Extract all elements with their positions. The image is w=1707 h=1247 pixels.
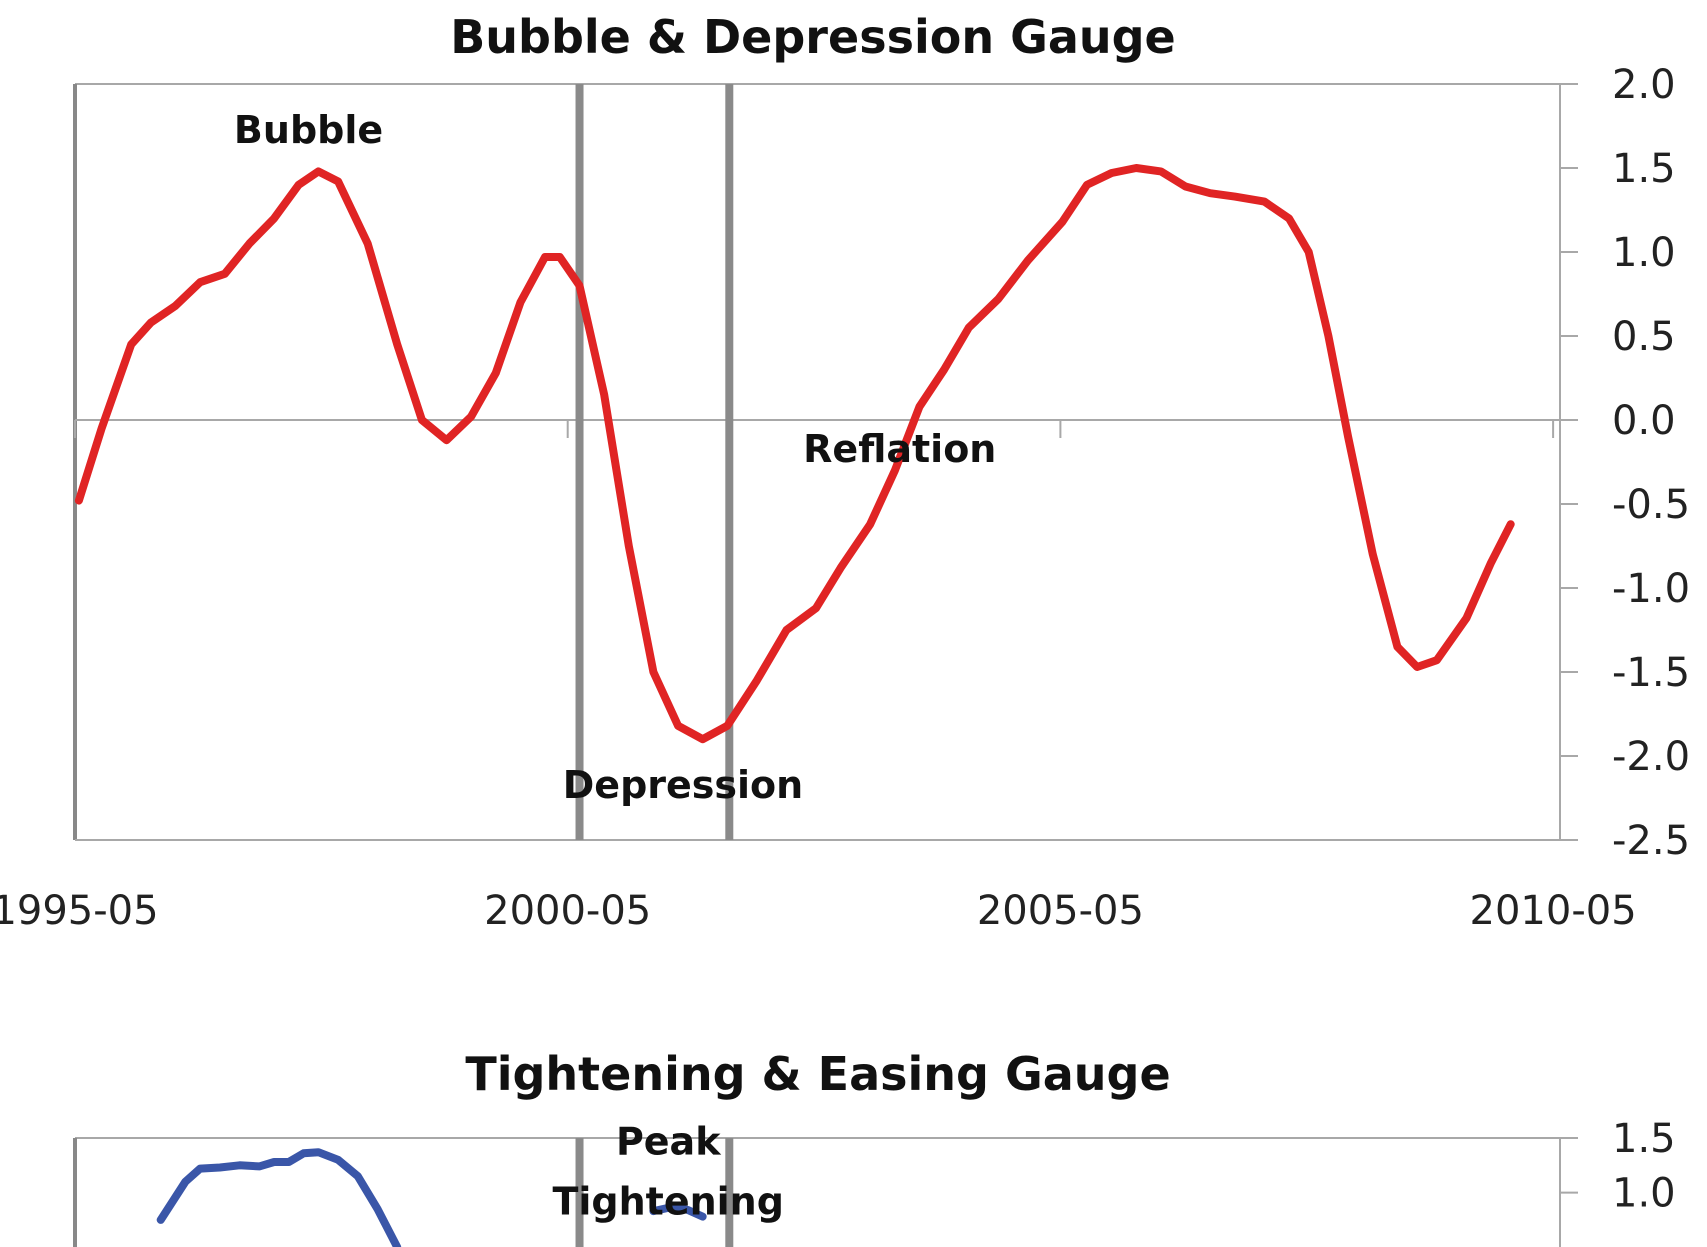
chart-annotation: Tightening — [552, 1179, 783, 1223]
y-tick-label: 1.0 — [1612, 230, 1676, 276]
y-tick-label: -0.5 — [1612, 482, 1690, 528]
series-line — [649, 1203, 707, 1221]
x-tick-label: 2000-05 — [484, 888, 651, 934]
y-tick-label: 2.0 — [1612, 62, 1676, 108]
x-tick-label: 2010-05 — [1470, 888, 1637, 934]
chart-annotation: Peak — [616, 1119, 721, 1163]
tightening-easing-chart: Tightening & Easing Gauge 1.5 1.0 Peak Tigh… — [73, 1047, 1676, 1247]
chart-title: Tightening & Easing Gauge — [465, 1047, 1170, 1101]
bubble-depression-chart: Bubble & Depression Gauge 2.0 1.5 1.0 0.5 0.… — [0, 10, 1690, 934]
y-tick-label: 0.5 — [1612, 314, 1676, 360]
series-line — [156, 1148, 402, 1247]
y-tick-label: -1.0 — [1612, 566, 1690, 612]
y-tick-label: 1.0 — [1612, 1171, 1676, 1217]
y-tick-label: 0.0 — [1612, 398, 1676, 444]
x-tick-label: 1995-05 — [0, 888, 159, 934]
y-tick-label: -2.5 — [1612, 818, 1690, 864]
series-line — [74, 164, 1515, 744]
y-tick-label: -1.5 — [1612, 650, 1690, 696]
chart-annotation: Reflation — [803, 427, 996, 471]
y-tick-label: 1.5 — [1612, 1116, 1676, 1162]
chart-annotation: Depression — [563, 763, 803, 807]
y-tick-label: -2.0 — [1612, 734, 1690, 780]
chart-annotation: Bubble — [234, 108, 383, 152]
y-tick-label: 1.5 — [1612, 146, 1676, 192]
chart-title: Bubble & Depression Gauge — [450, 10, 1176, 64]
x-tick-label: 2005-05 — [977, 888, 1144, 934]
